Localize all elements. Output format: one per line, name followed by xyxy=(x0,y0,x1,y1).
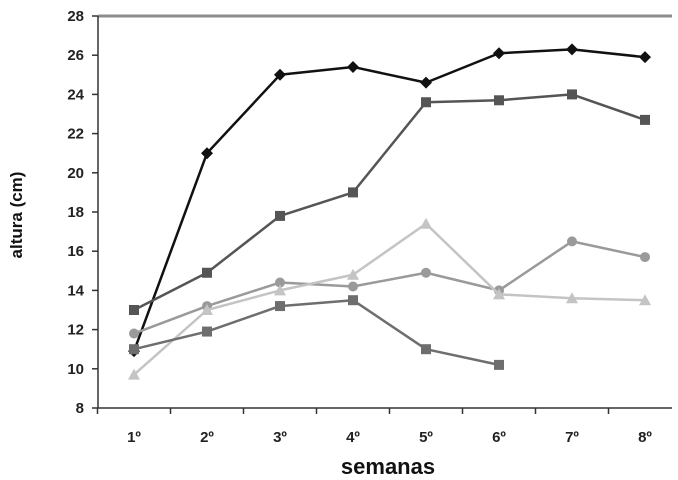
data-point-triangle xyxy=(639,294,651,306)
axes: 8 10 12 14 16 18 20 22 24 26 28 1º 2º 3º 4º 5º 6º 7º 8º xyxy=(67,8,672,446)
data-point-diamond xyxy=(639,51,651,64)
x-axis-title: semanas xyxy=(341,454,435,479)
data-point-square xyxy=(202,326,212,337)
data-point-triangle xyxy=(201,304,213,315)
data-point-square xyxy=(494,95,504,106)
series-4 xyxy=(128,217,651,380)
data-point-circle xyxy=(421,267,431,278)
data-point-diamond xyxy=(566,43,578,56)
data-point-diamond xyxy=(420,76,432,89)
y-tick-label: 26 xyxy=(67,47,84,64)
data-point-square xyxy=(202,267,212,278)
data-point-square xyxy=(275,301,285,312)
data-point-square xyxy=(421,344,431,355)
x-tick-label: 5º xyxy=(419,429,433,446)
data-point-square xyxy=(348,187,358,198)
x-tick-label: 8º xyxy=(638,429,652,446)
x-tick-label: 7º xyxy=(565,429,579,446)
x-tick-label: 6º xyxy=(492,429,506,446)
y-tick-label: 28 xyxy=(67,8,84,25)
x-tick-label: 2º xyxy=(200,429,214,446)
data-point-circle xyxy=(348,281,358,292)
series-4-line xyxy=(133,222,646,376)
data-point-diamond xyxy=(201,147,213,160)
y-axis-title: altura (cm) xyxy=(7,172,26,259)
data-point-triangle xyxy=(347,268,359,280)
y-tick-label: 22 xyxy=(67,126,84,143)
x-tick-label: 4º xyxy=(346,429,360,446)
data-point-circle xyxy=(640,252,650,263)
data-point-triangle xyxy=(128,368,140,380)
series-5 xyxy=(129,295,504,370)
x-tick-label: 1º xyxy=(127,429,141,446)
data-point-square xyxy=(129,344,139,355)
y-tick-label: 12 xyxy=(67,322,84,339)
data-point-diamond xyxy=(347,60,359,73)
data-point-triangle xyxy=(493,288,505,300)
data-point-square xyxy=(640,114,650,125)
data-point-diamond xyxy=(493,47,505,60)
y-tick-label: 8 xyxy=(76,400,84,417)
data-point-square xyxy=(275,210,285,221)
data-point-diamond xyxy=(274,68,286,81)
series-2-line xyxy=(133,93,646,312)
y-tick-label: 14 xyxy=(67,282,84,299)
y-tick-label: 10 xyxy=(67,361,84,378)
data-point-triangle xyxy=(420,217,432,229)
data-point-square xyxy=(129,305,139,315)
series-1-line xyxy=(132,48,646,352)
series-5-line xyxy=(133,298,500,367)
data-point-circle xyxy=(129,328,139,339)
data-point-square xyxy=(348,295,358,306)
data-point-triangle xyxy=(274,284,286,296)
series-3-line xyxy=(133,240,646,335)
y-tick-label: 18 xyxy=(67,204,84,221)
data-point-circle xyxy=(567,236,577,247)
series-layer xyxy=(128,43,651,380)
data-point-circle xyxy=(275,277,285,288)
y-tick-label: 20 xyxy=(67,165,84,182)
data-point-square xyxy=(421,97,431,108)
x-tick-label: 3º xyxy=(273,429,287,446)
y-tick-label: 24 xyxy=(67,86,84,103)
y-tick-label: 16 xyxy=(67,243,84,260)
data-point-triangle xyxy=(566,292,578,304)
data-point-square xyxy=(567,89,577,100)
series-2 xyxy=(129,89,650,315)
data-point-square xyxy=(494,359,504,370)
